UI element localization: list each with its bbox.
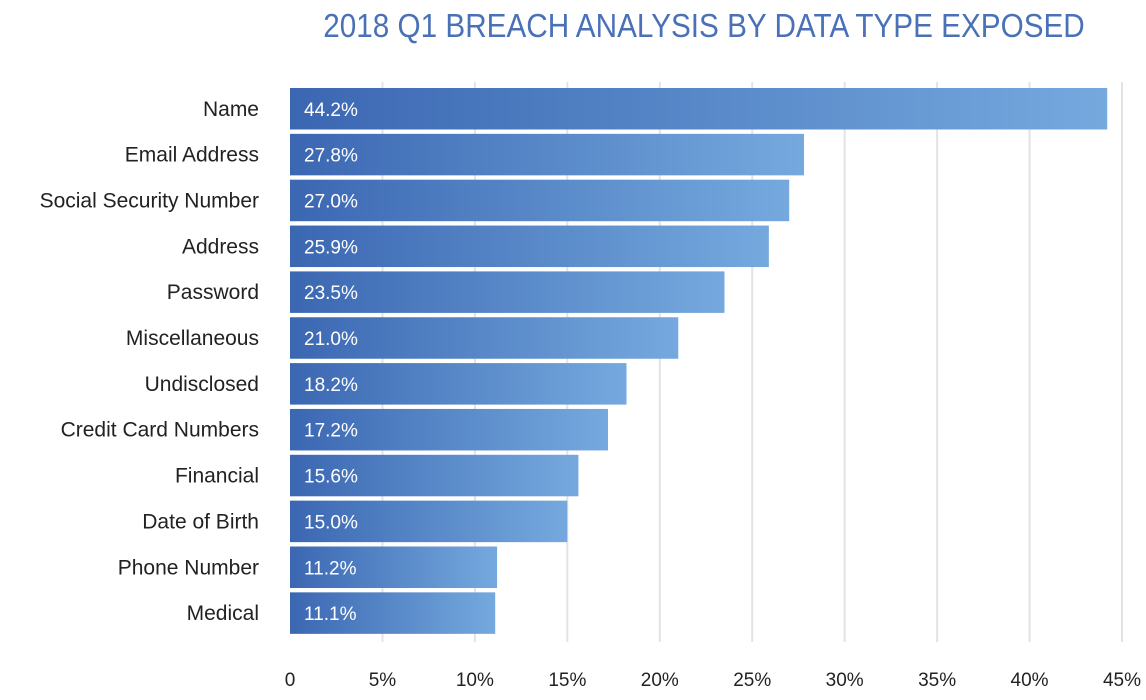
category-label-0: Name xyxy=(203,98,259,121)
bar-10 xyxy=(290,546,498,588)
category-label-9: Date of Birth xyxy=(142,510,259,533)
x-tick-label-40: 40% xyxy=(1011,670,1049,691)
category-label-6: Undisclosed xyxy=(145,373,259,396)
bars xyxy=(290,88,1108,634)
category-labels: Name Email Address Social Security Number A… xyxy=(40,98,259,625)
bar-2 xyxy=(290,179,790,222)
category-label-2: Social Security Number xyxy=(40,189,259,212)
category-label-7: Credit Card Numbers xyxy=(61,419,259,442)
x-tick-label-10: 10% xyxy=(456,670,494,691)
category-label-1: Email Address xyxy=(125,144,259,167)
value-label-5: 21.0% xyxy=(304,329,358,350)
value-label-7: 17.2% xyxy=(304,421,358,442)
bar-7 xyxy=(290,408,609,451)
x-tick-label-30: 30% xyxy=(826,670,864,691)
bar-9 xyxy=(290,500,568,543)
x-tick-label-35: 35% xyxy=(918,670,956,691)
bar-3 xyxy=(290,225,769,268)
value-label-0: 44.2% xyxy=(304,100,358,121)
x-tick-label-45: 45% xyxy=(1103,670,1141,691)
bar-11 xyxy=(290,592,496,634)
category-label-3: Address xyxy=(182,235,259,258)
value-label-2: 27.0% xyxy=(304,191,358,212)
category-label-11: Medical xyxy=(187,602,259,625)
category-label-10: Phone Number xyxy=(118,556,259,579)
chart-title: 2018 Q1 BREACH ANALYSIS BY DATA TYPE EXP… xyxy=(323,7,1085,44)
value-label-8: 15.6% xyxy=(304,467,358,488)
bar-8 xyxy=(290,454,579,497)
value-label-11: 11.1% xyxy=(304,604,357,625)
value-label-4: 23.5% xyxy=(304,283,358,304)
value-label-1: 27.8% xyxy=(304,146,358,167)
bar-5 xyxy=(290,317,679,359)
value-label-9: 15.0% xyxy=(304,512,358,533)
value-label-3: 25.9% xyxy=(304,237,358,258)
value-label-10: 11.2% xyxy=(304,558,357,579)
bar-1 xyxy=(290,133,804,176)
category-label-5: Miscellaneous xyxy=(126,327,259,350)
x-tick-label-15: 15% xyxy=(548,670,586,691)
x-tick-label-0: 0 xyxy=(285,670,296,691)
bar-0 xyxy=(290,88,1108,130)
x-tick-label-5: 5% xyxy=(369,670,397,691)
x-axis-ticks: 0 5% 10% 15% 20% 25% 30% 35% 40% 45% xyxy=(285,670,1141,691)
bar-6 xyxy=(290,363,627,405)
category-label-4: Password xyxy=(167,281,259,304)
bar-4 xyxy=(290,271,725,313)
value-label-6: 18.2% xyxy=(304,375,358,396)
category-label-8: Financial xyxy=(175,465,259,488)
value-labels: 44.2% 27.8% 27.0% 25.9% 23.5% 21.0% 18.2% 17.2%… xyxy=(304,100,358,625)
x-tick-label-20: 20% xyxy=(641,670,679,691)
x-tick-label-25: 25% xyxy=(733,670,771,691)
